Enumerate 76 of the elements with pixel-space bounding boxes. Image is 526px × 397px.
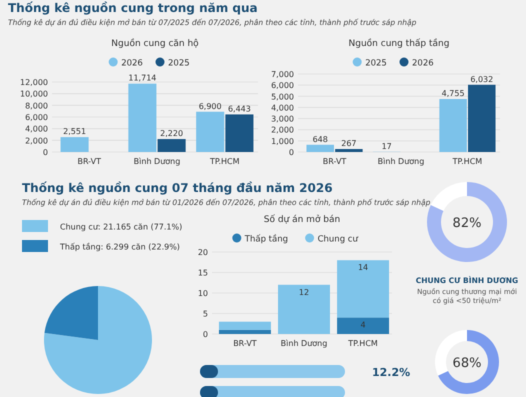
y-tick-label: 10 bbox=[198, 289, 208, 298]
x-tick-label: TP.HCM bbox=[209, 157, 240, 166]
legend-label: 2025 bbox=[365, 58, 387, 68]
y-tick-label: 0 bbox=[42, 148, 48, 157]
pie-slice bbox=[44, 286, 98, 340]
x-tick-label: BR-VT bbox=[233, 339, 257, 348]
bar bbox=[196, 112, 224, 152]
data-label: 2,551 bbox=[63, 127, 86, 136]
y-tick-label: 0 bbox=[288, 148, 294, 157]
legend-label: Chung cư: 21.165 căn (77.1%) bbox=[60, 222, 182, 232]
bar bbox=[225, 114, 254, 152]
y-tick-label: 1,000 bbox=[271, 136, 294, 146]
y-tick-label: 4,000 bbox=[271, 103, 294, 112]
bar bbox=[337, 318, 390, 334]
data-label: 68% bbox=[452, 356, 482, 371]
y-tick-label: 10,000 bbox=[20, 90, 48, 99]
data-label: 11,714 bbox=[128, 74, 156, 83]
data-label: 2,220 bbox=[160, 129, 184, 138]
y-tick-label: 2,000 bbox=[25, 136, 48, 146]
y-tick-label: 12,000 bbox=[20, 78, 48, 87]
data-label: 4,755 bbox=[442, 89, 465, 98]
bar bbox=[218, 330, 271, 334]
data-label: 17 bbox=[382, 142, 392, 151]
y-tick-label: 6,000 bbox=[25, 113, 48, 122]
x-tick-label: BR-VT bbox=[322, 157, 346, 166]
bar bbox=[337, 260, 390, 318]
data-label: 6,900 bbox=[198, 102, 222, 111]
text: Thống kê nguồn cung 07 tháng đầu năm 2026 bbox=[22, 181, 333, 195]
data-label: 14 bbox=[358, 263, 368, 272]
data-label: 267 bbox=[341, 139, 357, 148]
y-tick-label: 6,000 bbox=[271, 81, 294, 90]
y-tick-label: 5 bbox=[202, 310, 208, 318]
legend-label: 2025 bbox=[168, 58, 190, 68]
bar bbox=[439, 99, 467, 152]
y-tick-label: 0 bbox=[202, 330, 208, 339]
data-label: 12 bbox=[298, 288, 310, 297]
data-label: 6,443 bbox=[228, 104, 251, 114]
x-tick-label: TP.HCM bbox=[347, 339, 378, 348]
x-tick-label: BR-VT bbox=[77, 157, 102, 166]
bar bbox=[335, 149, 363, 152]
x-tick-label: Bình Dương bbox=[134, 157, 180, 166]
bar bbox=[468, 84, 496, 152]
text: 12.2% bbox=[372, 366, 410, 379]
y-tick-label: 3,000 bbox=[271, 114, 294, 124]
data-label: 648 bbox=[312, 134, 328, 144]
chart-title: Số dự án mở bán bbox=[264, 214, 340, 225]
bar bbox=[60, 137, 89, 152]
y-tick-label: 20 bbox=[198, 248, 208, 257]
legend-label: Thấp tầng bbox=[244, 234, 288, 244]
y-tick-label: 5,000 bbox=[271, 92, 294, 102]
y-tick-label: 7,000 bbox=[271, 70, 294, 79]
x-tick-label: Bình Dương bbox=[280, 339, 328, 348]
bar bbox=[306, 144, 334, 152]
y-tick-label: 2,000 bbox=[271, 126, 294, 135]
data-label: 4 bbox=[360, 320, 366, 330]
legend-label: Chung cư bbox=[318, 234, 358, 244]
legend-label: Thấp tầng: 6.299 căn (22.9%) bbox=[59, 242, 180, 252]
bar bbox=[278, 284, 330, 334]
text: Thống kê nguồn cung trong năm qua bbox=[8, 1, 258, 15]
bar bbox=[218, 322, 271, 330]
x-tick-label: Bình Dương bbox=[378, 157, 424, 166]
y-tick-label: 15 bbox=[198, 268, 208, 278]
pie-slice bbox=[44, 286, 152, 394]
data-label: 6,032 bbox=[470, 74, 494, 84]
donut-slice bbox=[438, 330, 499, 394]
donut-slice bbox=[430, 182, 467, 211]
y-tick-label: 4,000 bbox=[25, 124, 48, 134]
chart-title: Nguồn cung căn hộ bbox=[111, 38, 200, 49]
y-tick-label: 8,000 bbox=[25, 101, 48, 110]
bar bbox=[128, 84, 156, 152]
data-label: 82% bbox=[452, 216, 482, 231]
legend-label: 2026 bbox=[412, 58, 434, 68]
legend-label: 2026 bbox=[121, 58, 143, 68]
bar bbox=[158, 139, 186, 152]
x-tick-label: TP.HCM bbox=[452, 157, 482, 166]
chart-title: Nguồn cung thấp tầng bbox=[348, 38, 450, 49]
